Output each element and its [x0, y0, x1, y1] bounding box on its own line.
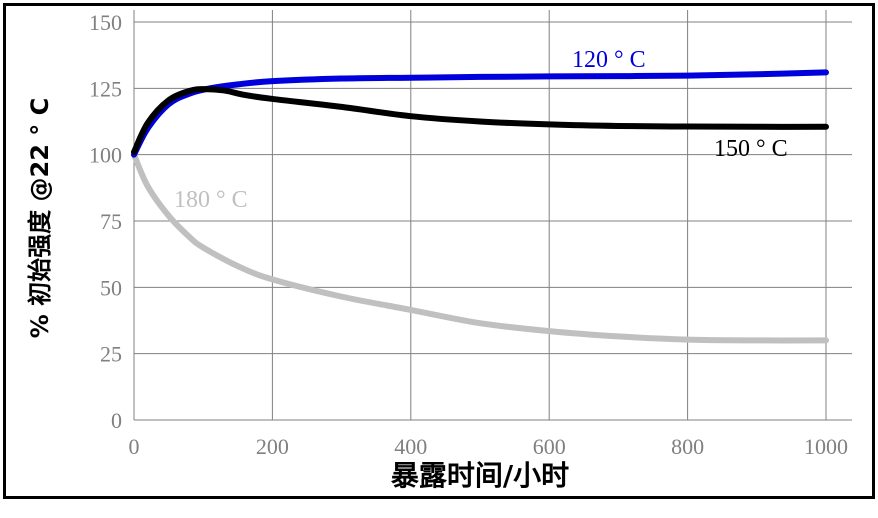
series-line-180c	[131, 151, 829, 344]
series-label-180c: 180 ° C	[174, 187, 248, 213]
x-tick-label: 800	[671, 434, 704, 459]
grid	[133, 10, 852, 421]
series-label-120c: 120 ° C	[572, 47, 646, 73]
y-tick-label: 75	[100, 209, 122, 234]
x-axis-title: 暴露时间/小时	[391, 459, 569, 492]
y-tick-label: 150	[89, 10, 122, 35]
y-tick-label: 50	[100, 275, 122, 300]
x-tick-label: 600	[533, 434, 566, 459]
y-tick-label: 0	[111, 408, 122, 433]
x-tick-label: 0	[129, 434, 140, 459]
series-line-150c	[131, 86, 829, 156]
y-tick-label: 125	[89, 76, 122, 101]
series-label-150c: 150 ° C	[714, 136, 788, 162]
series-lines	[131, 69, 829, 344]
y-tick-label: 25	[100, 342, 122, 367]
chart-frame	[3, 3, 875, 499]
y-axis-title: % 初始强度 @22 ° C	[26, 98, 54, 338]
x-tick-label: 200	[256, 434, 289, 459]
tick-labels: 0 25 50 75 100 125 150 0 200 400 600 800 1000	[89, 10, 848, 459]
x-tick-label: 400	[394, 434, 427, 459]
x-tick-label: 1000	[804, 434, 848, 459]
y-tick-label: 100	[89, 143, 122, 168]
